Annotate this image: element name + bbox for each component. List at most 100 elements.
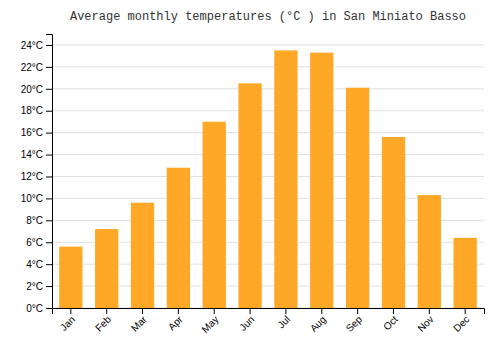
- chart: Jan Feb Mar Apr May Jun Jul Aug Sep Oct Nov Dec 0°C 2…: [0, 0, 500, 350]
- bar: [382, 137, 405, 308]
- bar: [274, 50, 297, 308]
- x-tick: Aug: [308, 308, 328, 334]
- y-tick-mark: [46, 242, 52, 243]
- y-tick: 2°C: [26, 281, 52, 292]
- x-tick-mark: [429, 308, 430, 314]
- grid-line: [52, 132, 484, 133]
- x-tick-label: Mar: [129, 313, 149, 333]
- bar: [167, 168, 190, 308]
- x-tick: Mar: [129, 308, 149, 334]
- x-tick: Sep: [344, 308, 365, 334]
- y-tick: 24°C: [21, 40, 52, 51]
- y-tick-mark: [46, 264, 52, 265]
- y-tick-mark: [46, 286, 52, 287]
- x-tick-label: Jun: [237, 314, 256, 333]
- y-tick: 6°C: [26, 237, 52, 248]
- grid-line: [52, 154, 484, 155]
- x-tick-mark: [106, 308, 107, 314]
- y-tick-mark: [46, 176, 52, 177]
- x-tick: Nov: [415, 308, 435, 334]
- x-tick-label: Nov: [415, 314, 435, 334]
- x-tick-mark: [214, 308, 215, 314]
- x-tick: Jul: [275, 308, 292, 330]
- y-tick-label: 12°C: [21, 171, 43, 182]
- y-tick-mark: [46, 67, 52, 68]
- y-tick-label: 0°C: [26, 303, 43, 314]
- y-tick-label: 16°C: [21, 127, 43, 138]
- x-tick-mark: [178, 308, 179, 314]
- y-tick: 22°C: [21, 62, 52, 73]
- x-axis: Jan Feb Mar Apr May Jun Jul Aug Sep Oct Nov Dec: [53, 308, 485, 335]
- x-tick-label: Aug: [308, 314, 328, 334]
- bar: [418, 195, 441, 308]
- y-tick-label: 10°C: [21, 193, 43, 204]
- x-tick: Feb: [93, 308, 113, 334]
- grid-line: [52, 88, 484, 89]
- grid-line: [52, 44, 484, 45]
- y-tick-mark: [46, 133, 52, 134]
- y-tick: 14°C: [21, 149, 52, 160]
- y-tick-mark: [46, 89, 52, 90]
- y-tick-label: 4°C: [26, 259, 43, 270]
- y-tick-mark: [46, 111, 52, 112]
- y-axis: 0°C 2°C 4°C 6°C 8°C 10°C 12°C 14°C 16°C 18°C 20°C 2…: [21, 35, 53, 314]
- y-tick-mark: [46, 155, 52, 156]
- x-tick: Jun: [237, 308, 256, 333]
- x-axis-line: [53, 309, 485, 315]
- x-tick-mark: [321, 308, 322, 314]
- bar: [59, 247, 82, 308]
- x-tick-label: Oct: [381, 314, 400, 333]
- bar: [454, 238, 477, 308]
- y-tick-mark: [46, 220, 52, 221]
- bar: [310, 53, 333, 308]
- y-tick: 0°C: [26, 303, 52, 314]
- x-tick: May: [199, 308, 220, 335]
- x-tick-label: May: [199, 314, 220, 335]
- y-tick-label: 2°C: [26, 281, 43, 292]
- y-tick-mark: [46, 45, 52, 46]
- y-tick-label: 24°C: [21, 40, 43, 51]
- bar: [131, 203, 154, 308]
- y-tick-label: 18°C: [21, 105, 43, 116]
- title: Average monthly temperatures (°C ) in Sa…: [70, 10, 466, 24]
- bar: [346, 88, 369, 308]
- y-tick-mark: [46, 308, 52, 309]
- x-tick-label: Feb: [93, 313, 113, 333]
- x-tick-mark: [285, 308, 286, 314]
- x-tick: Oct: [381, 308, 400, 332]
- x-tick-mark: [393, 308, 394, 314]
- x-tick-mark: [142, 308, 143, 314]
- y-tick-label: 6°C: [26, 237, 43, 248]
- x-tick-mark: [465, 308, 466, 314]
- y-tick-label: 14°C: [21, 149, 43, 160]
- x-tick: Dec: [451, 308, 471, 334]
- y-tick: 18°C: [21, 105, 52, 116]
- x-tick-label: Jul: [275, 314, 292, 331]
- y-tick: 20°C: [21, 84, 52, 95]
- x-tick-label: Apr: [166, 313, 185, 332]
- y-tick-label: 8°C: [26, 215, 43, 226]
- grid-line: [52, 66, 484, 67]
- grid: [52, 45, 484, 308]
- bar: [238, 83, 261, 308]
- x-tick-label: Dec: [451, 314, 471, 334]
- y-tick: 8°C: [26, 215, 52, 226]
- grid-line: [52, 176, 484, 177]
- y-tick-mark: [46, 198, 52, 199]
- y-tick: 10°C: [21, 193, 52, 204]
- bar: [203, 122, 226, 308]
- grid-line: [52, 110, 484, 111]
- x-tick-mark: [250, 308, 251, 314]
- x-tick-label: Sep: [344, 313, 365, 334]
- x-tick-label: Jan: [58, 314, 77, 333]
- y-tick: 12°C: [21, 171, 52, 182]
- bars: [59, 50, 477, 308]
- y-tick-label: 22°C: [21, 62, 43, 73]
- y-tick: 4°C: [26, 259, 52, 270]
- y-tick-label: 20°C: [21, 84, 43, 95]
- x-tick: Jan: [58, 308, 77, 333]
- x-tick-mark: [357, 308, 358, 314]
- y-axis-line: [46, 35, 53, 309]
- x-tick: Apr: [166, 308, 185, 332]
- bar: [95, 229, 118, 308]
